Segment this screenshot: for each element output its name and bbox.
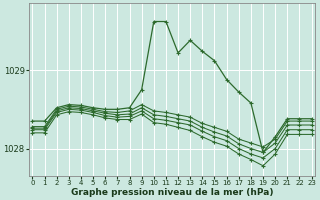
X-axis label: Graphe pression niveau de la mer (hPa): Graphe pression niveau de la mer (hPa) [71, 188, 273, 197]
